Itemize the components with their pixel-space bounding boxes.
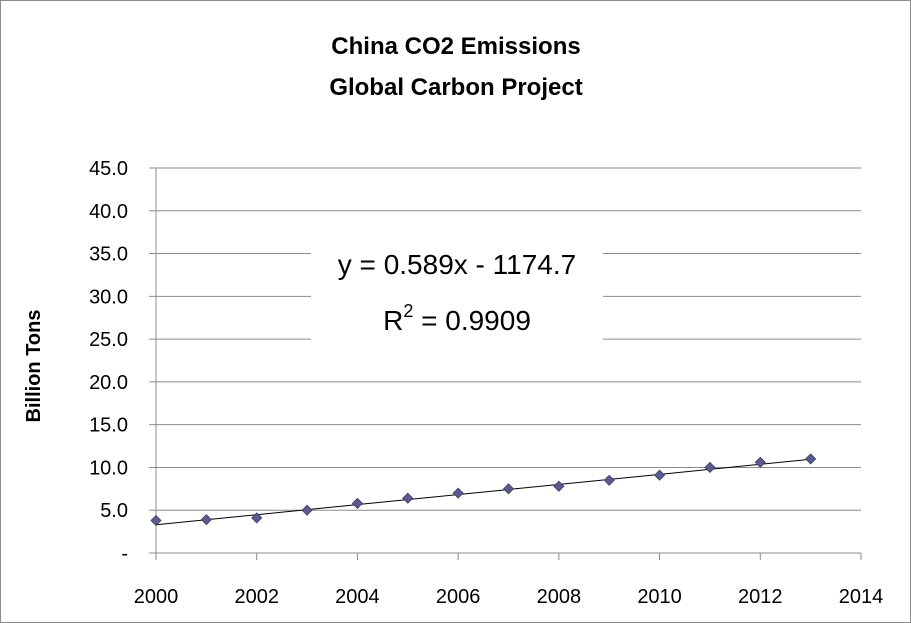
y-tick-labels: - 5.0 10.0 15.0 20.0 25.0 30.0 35.0 40.0 45.0 <box>89 158 128 565</box>
x-tick-labels: 2000 2002 2004 2006 2008 2010 2012 2014 <box>134 586 884 608</box>
data-point <box>301 504 313 516</box>
data-point <box>603 474 615 486</box>
data-points <box>150 453 817 527</box>
data-point <box>251 512 263 524</box>
trendline-equation: y = 0.589x - 1174.7 <box>338 249 576 280</box>
trendline-layer <box>155 458 811 526</box>
y-axis-title: Billion Tons <box>23 310 45 423</box>
equation-box <box>311 238 603 346</box>
chart-title: China CO2 Emissions <box>331 33 580 60</box>
y-tick-label: 35.0 <box>89 244 128 266</box>
x-tick-label: 2012 <box>738 586 783 608</box>
data-point <box>150 514 162 527</box>
data-point <box>502 483 515 495</box>
y-tick-label: 20.0 <box>89 372 128 394</box>
data-point <box>402 492 414 504</box>
y-tick-label: 15.0 <box>89 415 128 437</box>
data-point <box>805 453 817 465</box>
data-point <box>754 456 766 468</box>
y-tick-label: 25.0 <box>89 329 128 351</box>
data-point <box>452 487 464 499</box>
y-tick-label: 10.0 <box>89 457 128 479</box>
x-tick-label: 2002 <box>234 586 279 608</box>
r-squared-exponent: 2 <box>403 301 413 321</box>
x-tick-label: 2010 <box>637 586 682 608</box>
y-tick-label: 30.0 <box>89 286 128 308</box>
x-tick-label: 2006 <box>436 586 481 608</box>
x-tick-label: 2004 <box>335 586 380 608</box>
r-squared-label: R2 = 0.9909 <box>383 301 531 336</box>
y-tick-label: 45.0 <box>89 158 128 180</box>
data-point <box>351 497 363 509</box>
x-tick-label: 2014 <box>839 586 884 608</box>
y-tick-label: 40.0 <box>89 201 128 223</box>
data-point <box>200 514 212 526</box>
x-tick-label: 2000 <box>134 586 179 608</box>
trendline <box>155 458 811 526</box>
y-tick-label: - <box>121 543 128 565</box>
chart-subtitle: Global Carbon Project <box>329 74 582 101</box>
x-tick-label: 2008 <box>537 586 582 608</box>
data-point <box>553 480 565 492</box>
r-squared-prefix: R <box>383 305 403 336</box>
axes <box>149 167 862 560</box>
r-squared-value: = 0.9909 <box>413 305 531 336</box>
data-point <box>654 469 666 481</box>
y-tick-label: 5.0 <box>100 500 128 522</box>
data-point <box>704 461 716 474</box>
